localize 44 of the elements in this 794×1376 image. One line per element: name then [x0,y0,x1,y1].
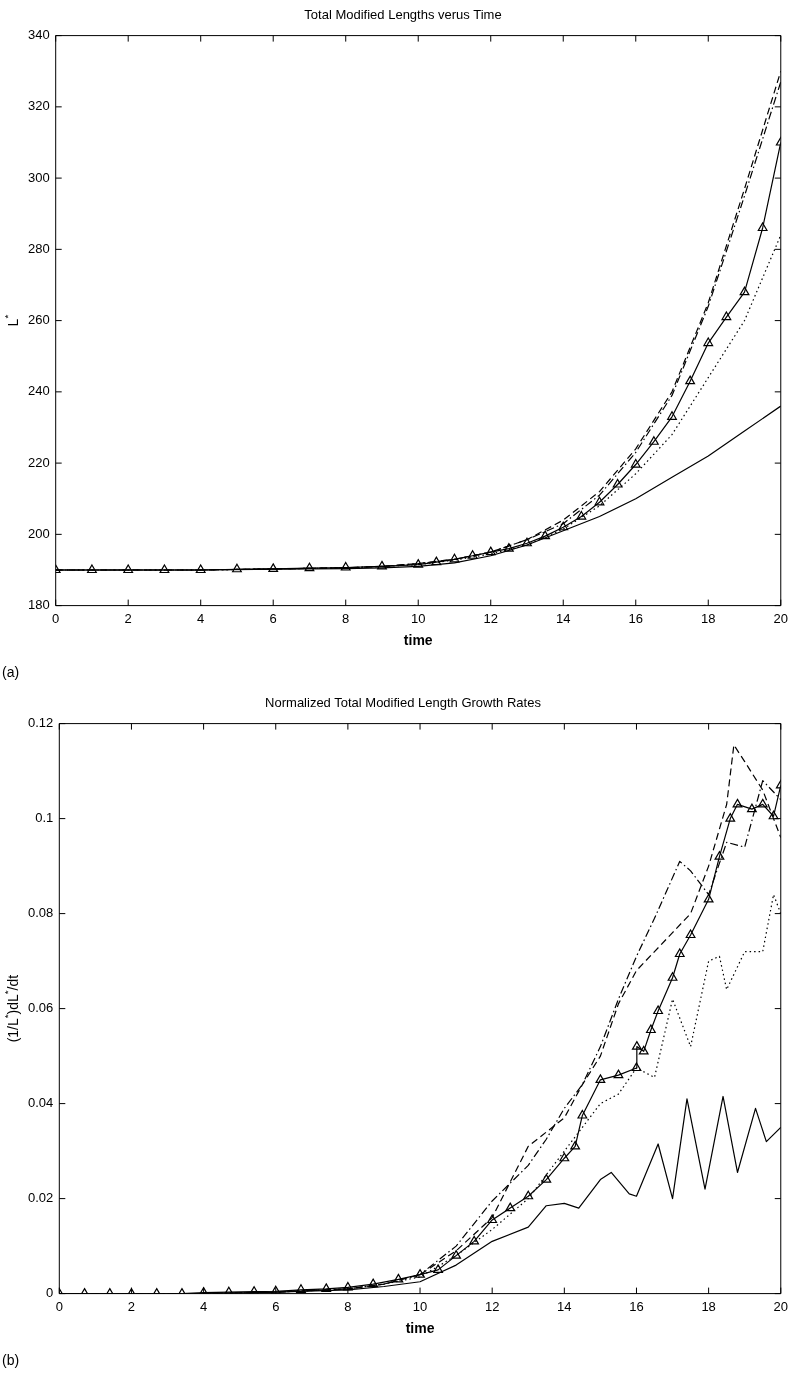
y-tick-label: 0.02 [27,1190,54,1206]
y-tick-label: 280 [27,240,50,256]
x-tick-label: 18 [701,1298,716,1314]
chart-title: Normalized Total Modified Length Growth Rates [265,695,542,711]
y-tick-label: 320 [27,98,50,114]
x-axis-title: time [405,1320,435,1337]
x-axis-title: time [403,632,433,649]
x-tick-label: 20 [773,610,788,626]
x-tick-label: 12 [483,610,498,626]
y-axis-title: (1/L*)dL*/dt [2,974,21,1043]
y-tick-label: 0.1 [35,810,54,826]
y-tick-label: 0.04 [27,1095,54,1111]
x-tick-label: 8 [344,1298,352,1314]
y-tick-label: 0.08 [27,905,54,921]
x-tick-label: 14 [557,1298,572,1314]
x-tick-label: 6 [272,1298,280,1314]
y-tick-label: 0.12 [27,715,54,731]
y-tick-label: 260 [27,312,50,328]
x-tick-label: 16 [629,1298,644,1314]
y-tick-label: 200 [27,525,50,541]
x-tick-label: 16 [628,610,643,626]
x-tick-label: 2 [127,1298,136,1314]
y-tick-label: 0 [46,1285,54,1301]
x-tick-label: 14 [556,610,571,626]
y-tick-label: 240 [27,383,50,399]
x-tick-label: 6 [269,610,277,626]
y-tick-label: 0.06 [27,1000,54,1016]
y-axis-title: L* [2,314,21,327]
x-tick-label: 18 [701,610,716,626]
x-tick-label: 20 [773,1298,788,1314]
y-tick-label: 180 [27,597,50,613]
x-tick-label: 4 [197,610,205,626]
text: (a) [2,664,20,680]
text: (b) [2,1352,20,1368]
x-tick-label: 2 [124,610,132,626]
x-tick-label: 10 [412,1298,428,1314]
x-tick-label: 4 [199,1298,208,1314]
y-tick-label: 300 [27,169,50,185]
x-tick-label: 10 [411,610,426,626]
chart-title: Total Modified Lengths verus Time [304,7,502,23]
y-tick-label: 340 [27,27,50,43]
x-tick-label: 8 [342,610,350,626]
y-tick-label: 220 [27,454,50,470]
x-tick-label: 12 [484,1298,500,1314]
